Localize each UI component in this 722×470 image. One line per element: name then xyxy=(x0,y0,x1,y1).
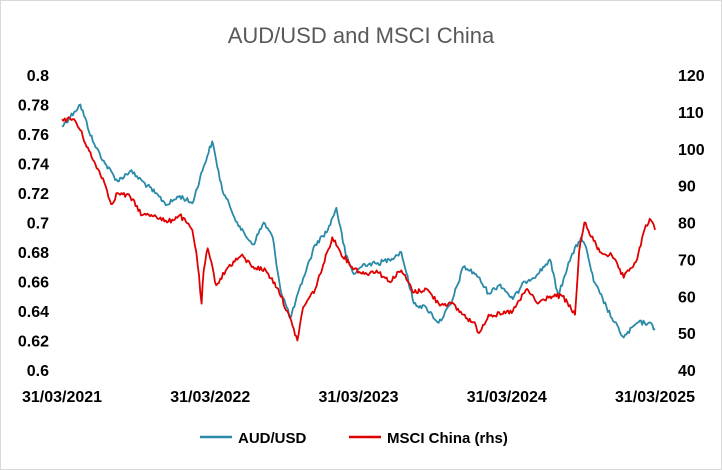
y-right-tick-label: 60 xyxy=(678,289,696,306)
y-left-tick-label: 0.6 xyxy=(27,363,49,380)
legend-label: AUD/USD xyxy=(238,430,307,447)
y-left-tick-label: 0.72 xyxy=(18,186,49,203)
x-tick-label: 31/03/2021 xyxy=(22,389,102,406)
y-right-tick-label: 110 xyxy=(678,105,704,122)
series-line-msci-china xyxy=(61,116,656,342)
y-left-tick-label: 0.76 xyxy=(18,127,49,144)
tick-labels: 0.6 0.62 0.64 0.66 0.68 0.7 0.72 0.74 0.76 0.78 0.… xyxy=(18,68,705,406)
x-tick-label: 31/03/2023 xyxy=(318,389,398,406)
legend-label: MSCI China (rhs) xyxy=(387,430,508,447)
x-tick-label: 31/03/2025 xyxy=(615,389,695,406)
y-right-tick-label: 100 xyxy=(678,142,705,159)
chart-title: AUD/USD and MSCI China xyxy=(228,23,495,48)
y-left-tick-label: 0.78 xyxy=(18,98,49,115)
x-tick-label: 31/03/2022 xyxy=(170,389,250,406)
y-left-tick-label: 0.8 xyxy=(27,68,49,85)
y-right-tick-label: 80 xyxy=(678,216,696,233)
y-right-tick-label: 50 xyxy=(678,326,696,343)
x-tick-label: 31/03/2024 xyxy=(467,389,547,406)
legend: AUD/USD MSCI China (rhs) xyxy=(200,430,508,447)
y-left-tick-label: 0.64 xyxy=(18,304,49,321)
y-left-tick-label: 0.66 xyxy=(18,275,49,292)
y-left-tick-label: 0.68 xyxy=(18,245,49,262)
y-right-tick-label: 90 xyxy=(678,179,696,196)
y-left-tick-label: 0.74 xyxy=(18,157,49,174)
series-line-aud-usd xyxy=(61,103,656,339)
y-right-tick-label: 120 xyxy=(678,68,705,85)
y-left-tick-label: 0.62 xyxy=(18,334,49,351)
y-left-tick-label: 0.7 xyxy=(27,216,49,233)
y-right-tick-label: 40 xyxy=(678,363,696,380)
plot-area xyxy=(61,103,656,342)
y-right-tick-label: 70 xyxy=(678,252,696,269)
